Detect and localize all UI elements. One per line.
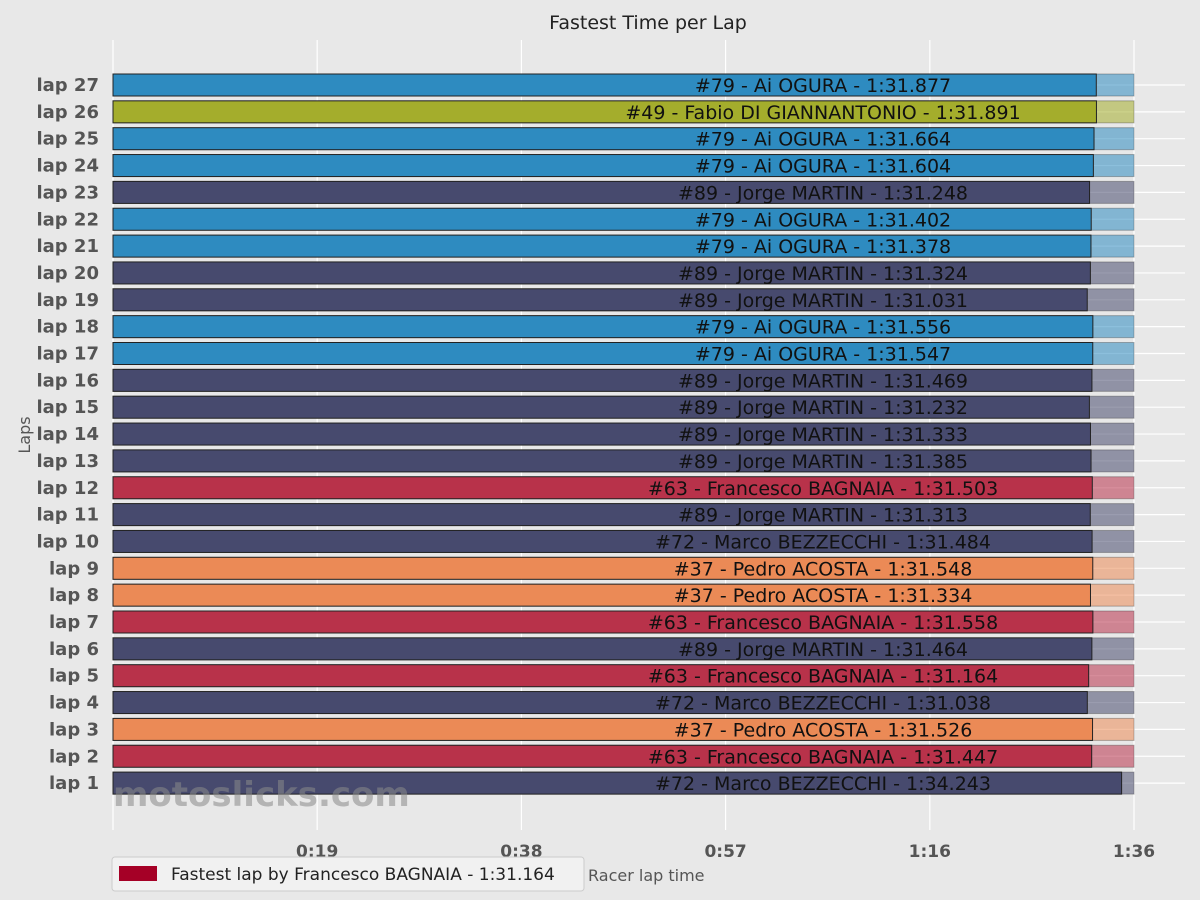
legend-box (111, 856, 585, 892)
bar-label: #79 - Ai OGURA - 1:31.378 (695, 236, 951, 258)
y-tick-label: lap 1 (49, 773, 99, 794)
y-tick-label: lap 17 (36, 344, 99, 365)
bar (112, 395, 1090, 419)
bar-label: #63 - Francesco BAGNAIA - 1:31.558 (648, 612, 998, 634)
bar-label: #89 - Jorge MARTIN - 1:31.469 (678, 370, 968, 392)
bar-label: #37 - Pedro ACOSTA - 1:31.334 (674, 585, 973, 607)
chart-title: Fastest Time per Lap (549, 12, 747, 34)
bar-label: #89 - Jorge MARTIN - 1:31.031 (678, 290, 968, 312)
y-tick-label: lap 21 (36, 236, 99, 257)
y-tick-label: lap 3 (49, 719, 99, 740)
legend-label: Fastest lap by Francesco BAGNAIA - 1:31.… (171, 865, 555, 885)
y-tick-label: lap 13 (36, 451, 99, 472)
bar (112, 744, 1093, 768)
bar (112, 476, 1093, 500)
bar-label: #79 - Ai OGURA - 1:31.877 (695, 75, 951, 97)
bar (112, 637, 1093, 661)
y-tick-label: lap 18 (36, 317, 99, 338)
y-tick-label: lap 5 (49, 666, 99, 687)
y-tick-label: lap 4 (49, 693, 99, 714)
bar-label: #49 - Fabio DI GIANNANTONIO - 1:31.891 (625, 102, 1020, 124)
y-tick-labels: lap 27 lap 26 lap 25 lap 24 lap 23 lap 22 lap … (36, 75, 99, 794)
bar-label: #37 - Pedro ACOSTA - 1:31.526 (674, 719, 973, 741)
bar (112, 691, 1088, 715)
bar-label: #89 - Jorge MARTIN - 1:31.324 (678, 263, 968, 285)
bar-label: #89 - Jorge MARTIN - 1:31.248 (678, 182, 968, 204)
y-tick-label: lap 23 (36, 182, 99, 203)
bar (112, 422, 1091, 446)
bar (112, 100, 1097, 124)
bar (112, 583, 1091, 607)
x-tick-label: 1:16 (909, 842, 951, 862)
bar (112, 556, 1094, 580)
bar-label: #79 - Ai OGURA - 1:31.664 (695, 129, 951, 151)
bar-label: #63 - Francesco BAGNAIA - 1:31.164 (648, 666, 998, 688)
y-tick-label: lap 2 (49, 746, 99, 767)
y-tick-label: lap 6 (49, 639, 99, 660)
x-tick-label: 0:57 (704, 842, 746, 862)
y-tick-label: lap 14 (36, 424, 99, 445)
bar-label: #72 - Marco BEZZECCHI - 1:34.243 (655, 773, 991, 795)
x-tick-label: 1:36 (1113, 842, 1155, 862)
y-tick-label: lap 19 (36, 290, 99, 311)
bar-label: #89 - Jorge MARTIN - 1:31.333 (678, 424, 968, 446)
bars: #79 - Ai OGURA - 1:31.877 #49 - Fabio DI … (112, 73, 1135, 795)
bar-label: #89 - Jorge MARTIN - 1:31.385 (678, 451, 968, 473)
bar-label: #79 - Ai OGURA - 1:31.604 (695, 156, 951, 178)
bar-label: #79 - Ai OGURA - 1:31.547 (695, 344, 951, 366)
y-tick-label: lap 9 (49, 558, 99, 579)
bar (112, 503, 1091, 527)
y-tick-label: lap 15 (36, 397, 99, 418)
bar-label: #89 - Jorge MARTIN - 1:31.464 (678, 639, 968, 661)
y-tick-label: lap 10 (36, 531, 99, 552)
bar (112, 154, 1094, 178)
bar-label: #89 - Jorge MARTIN - 1:31.313 (678, 505, 968, 527)
bar-label: #63 - Francesco BAGNAIA - 1:31.447 (648, 746, 998, 768)
bar (112, 449, 1092, 473)
y-tick-label: lap 24 (36, 156, 99, 177)
y-tick-label: lap 26 (36, 102, 99, 123)
bar (112, 315, 1094, 339)
bar-label: #63 - Francesco BAGNAIA - 1:31.503 (648, 478, 998, 500)
bar (112, 234, 1092, 258)
y-tick-label: lap 22 (36, 209, 99, 230)
bar-label: #37 - Pedro ACOSTA - 1:31.548 (674, 558, 973, 580)
bar (112, 127, 1095, 151)
legend-swatch (119, 866, 157, 881)
bar-label: #79 - Ai OGURA - 1:31.402 (695, 209, 951, 231)
bar (112, 368, 1093, 392)
bar (112, 529, 1093, 553)
legend: Fastest lap by Francesco BAGNAIA - 1:31.… (111, 856, 585, 892)
bar-label: #89 - Jorge MARTIN - 1:31.232 (678, 397, 968, 419)
bar (112, 288, 1088, 312)
bar (112, 342, 1094, 365)
y-tick-label: lap 7 (49, 612, 99, 633)
x-axis-label: Racer lap time (588, 866, 705, 885)
y-tick-label: lap 27 (36, 75, 99, 96)
watermark: motoslicks.com (113, 775, 410, 815)
bar (112, 664, 1090, 688)
bar (112, 207, 1092, 231)
bar (112, 610, 1094, 634)
y-tick-label: lap 11 (36, 505, 99, 526)
y-axis-label: Laps (15, 416, 34, 453)
bar (112, 180, 1091, 204)
y-tick-label: lap 20 (36, 263, 99, 284)
y-tick-label: lap 12 (36, 478, 99, 499)
bar (112, 771, 1123, 795)
bar (112, 261, 1091, 285)
bar-label: #79 - Ai OGURA - 1:31.556 (695, 317, 951, 339)
bar-label: #72 - Marco BEZZECCHI - 1:31.484 (655, 531, 991, 553)
bar (112, 73, 1097, 97)
bar (112, 717, 1094, 741)
y-tick-label: lap 8 (49, 585, 99, 606)
y-tick-label: lap 25 (36, 129, 99, 150)
y-tick-label: lap 16 (36, 370, 99, 391)
bar-label: #72 - Marco BEZZECCHI - 1:31.038 (655, 693, 991, 715)
